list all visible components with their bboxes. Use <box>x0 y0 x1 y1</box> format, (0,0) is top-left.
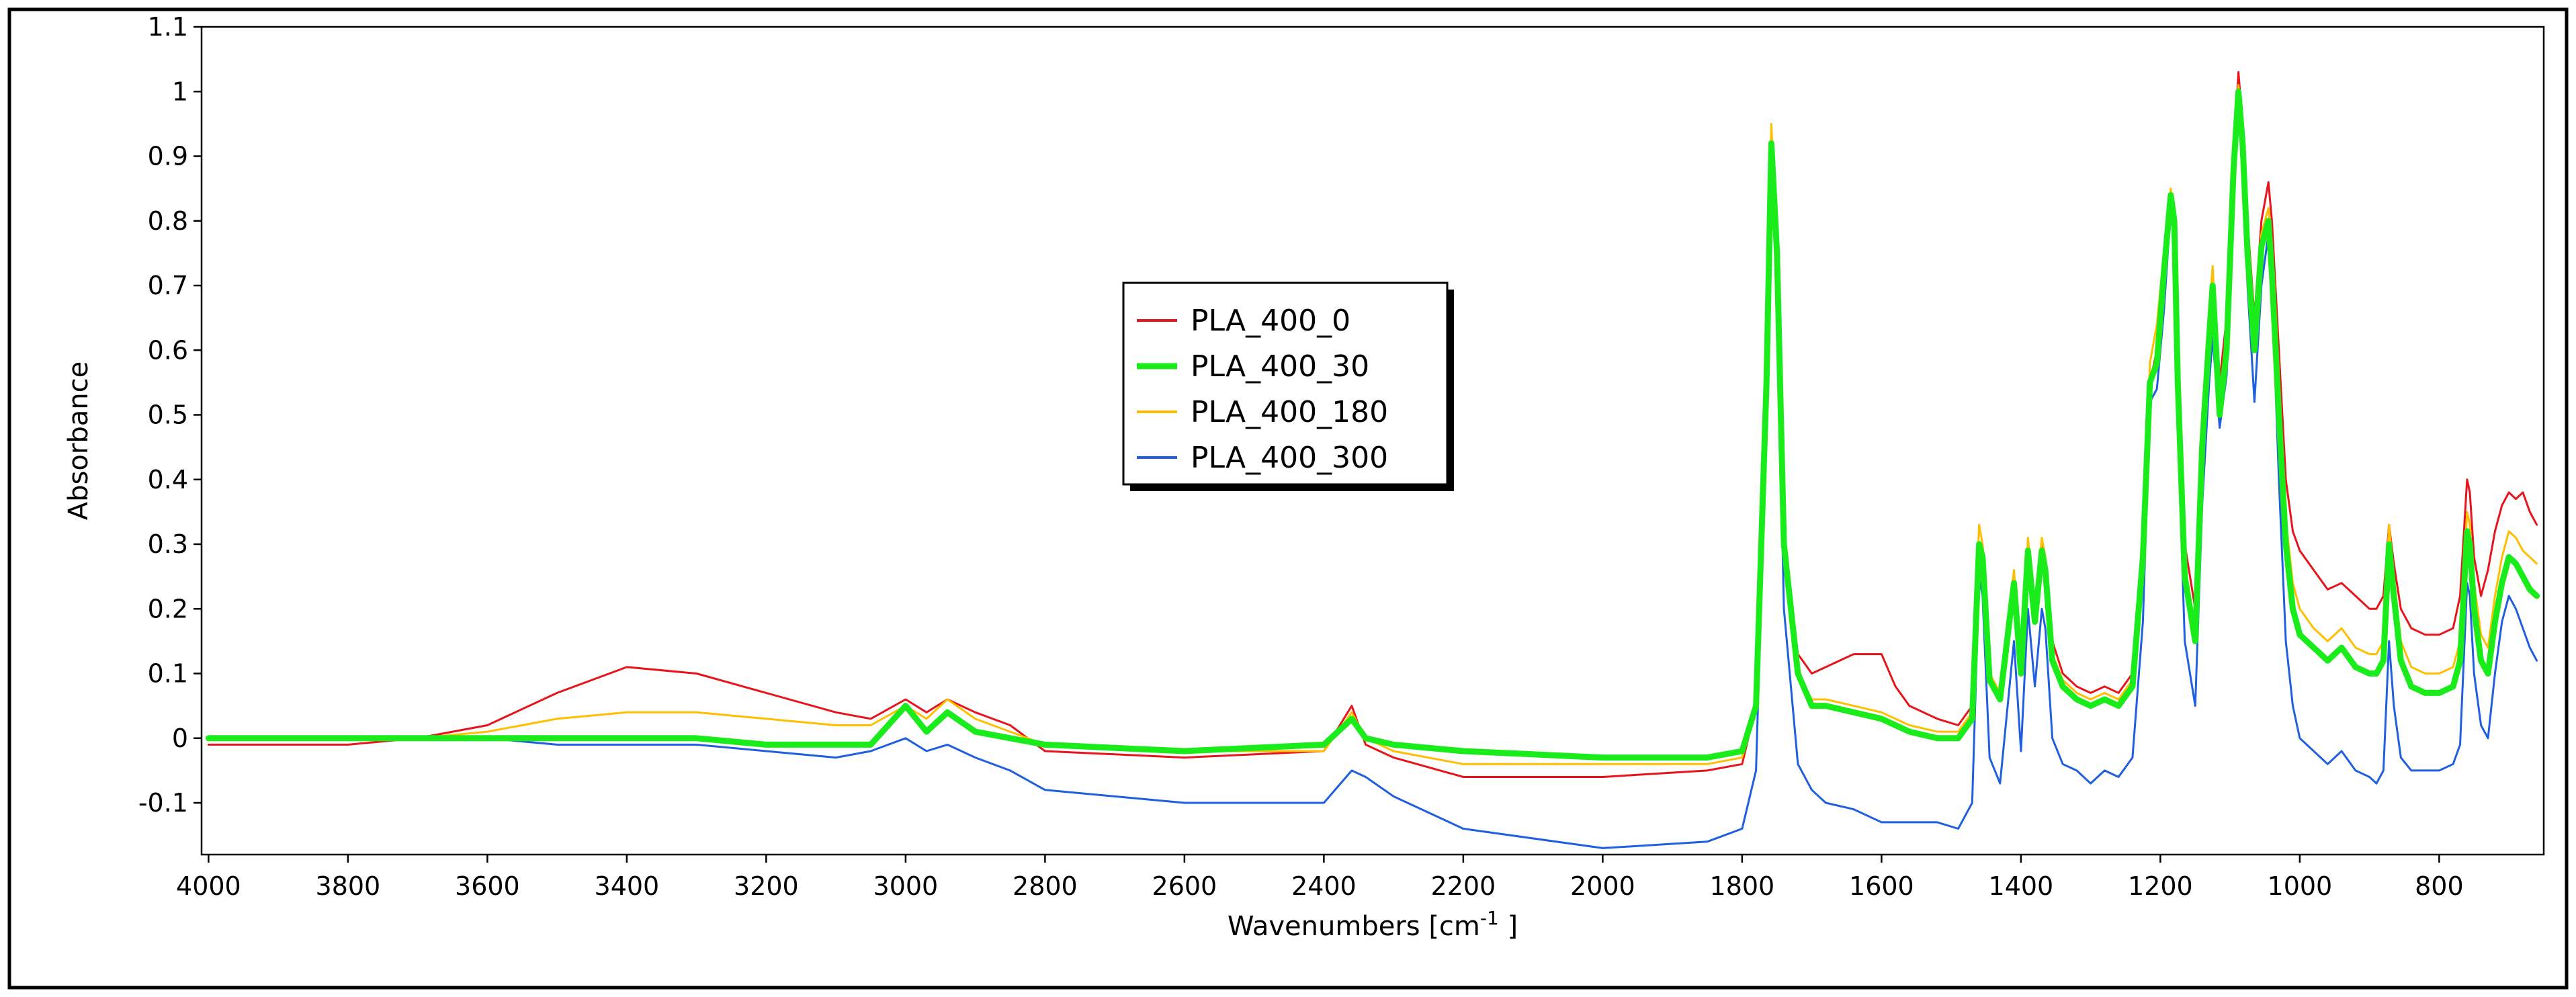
x-tick-label: 3200 <box>734 871 799 901</box>
legend: PLA_400_0 PLA_400_30 PLA_400_180 PLA_400… <box>1122 281 1454 491</box>
y-tick-label: 0.9 <box>148 142 188 171</box>
x-tick-label: 1600 <box>1849 871 1914 901</box>
y-tick-label: 1.1 <box>148 12 188 42</box>
y-tick-label: 0.6 <box>148 335 188 365</box>
legend-label-pla-400-30: PLA_400_30 <box>1191 349 1369 384</box>
x-tick-label: 3400 <box>595 871 660 901</box>
x-axis-label-suffix: ] <box>1499 911 1518 942</box>
x-axis-label-superscript: -1 <box>1480 907 1499 929</box>
x-axis: 4000 3800 3600 3400 3200 3000 2800 2600 2400 2200… <box>176 855 2464 901</box>
y-axis: -0.1 0 0.1 0.2 0.3 0.4 0.5 0.6 0.7 0.8 0.9 1 1.1 <box>138 12 202 818</box>
y-tick-label: 0.8 <box>148 206 188 236</box>
x-axis-label: Wavenumbers [cm-1 ] <box>1228 907 1518 942</box>
x-tick-label: 1800 <box>1710 871 1775 901</box>
legend-label-pla-400-180: PLA_400_180 <box>1191 395 1388 429</box>
x-axis-label-main: Wavenumbers [cm <box>1228 911 1480 942</box>
y-tick-label: -0.1 <box>138 788 188 818</box>
y-axis-label: Absorbance <box>63 361 94 520</box>
plot-area <box>200 26 2545 856</box>
x-tick-label: 800 <box>2415 871 2464 901</box>
x-tick-label: 2600 <box>1152 871 1217 901</box>
x-tick-label: 1200 <box>2128 871 2193 901</box>
outer-border <box>7 7 2569 990</box>
series-line-pla-400-300 <box>207 103 2538 849</box>
x-tick-label: 2400 <box>1291 871 1357 901</box>
y-tick-label: 0.5 <box>148 400 188 430</box>
x-tick-label: 2800 <box>1013 871 1078 901</box>
x-tick-label: 1400 <box>1989 871 2054 901</box>
legend-label-pla-400-0: PLA_400_0 <box>1191 304 1350 338</box>
x-tick-label: 3000 <box>873 871 939 901</box>
y-tick-label: 0.7 <box>148 271 188 300</box>
legend-box <box>1122 281 1449 486</box>
y-tick-label: 0.3 <box>148 529 188 559</box>
legend-label-pla-400-300: PLA_400_300 <box>1191 441 1388 475</box>
x-tick-label: 3800 <box>316 871 381 901</box>
series-layer <box>205 71 2540 849</box>
x-tick-label: 2000 <box>1570 871 1635 901</box>
y-tick-label: 0 <box>172 724 188 753</box>
x-tick-label: 1000 <box>2268 871 2333 901</box>
y-tick-label: 0.1 <box>148 659 188 689</box>
y-tick-label: 1 <box>172 77 188 106</box>
y-tick-label: 0.2 <box>148 594 188 623</box>
x-tick-label: 4000 <box>176 871 241 901</box>
x-tick-label: 3600 <box>455 871 520 901</box>
y-tick-label: 0.4 <box>148 465 188 494</box>
series-line-pla-400-30 <box>205 88 2540 761</box>
x-tick-label: 2200 <box>1431 871 1496 901</box>
